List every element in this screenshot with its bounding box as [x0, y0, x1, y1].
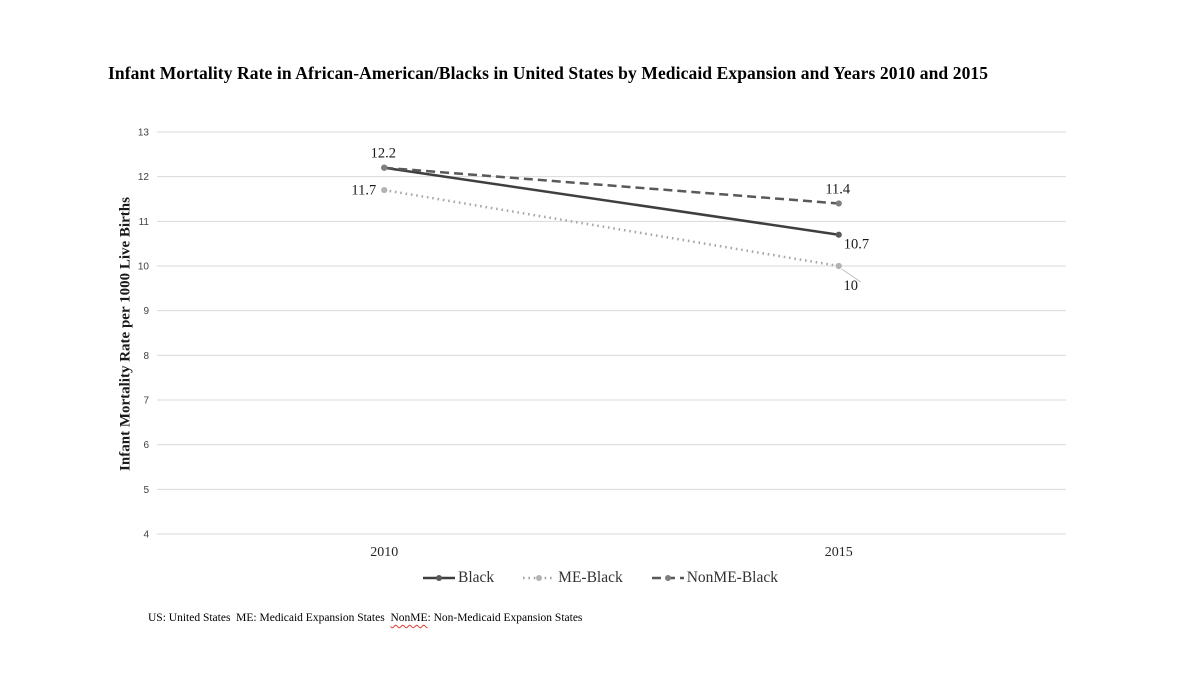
legend-label-nonme-black: NonME-Black: [686, 569, 778, 586]
data-label-leader-line: [841, 268, 862, 283]
footnote-part2: : Non-Medicaid Expansion States: [427, 612, 583, 624]
x-axis-label: 2010: [370, 545, 398, 560]
y-tick-label: 8: [143, 351, 149, 362]
legend-line-sample-black: [423, 575, 455, 581]
legend-item-me-black: ME-Black: [522, 569, 623, 587]
data-point-marker-nonme-black: [381, 164, 388, 171]
data-point-marker-me-black: [835, 262, 842, 270]
legend-line-sample-me-black: [523, 575, 556, 581]
y-tick-label: 4: [143, 530, 149, 541]
y-tick-label: 13: [138, 128, 150, 139]
series-line-nonme-black: [384, 166, 839, 205]
legend-marker-icon: [436, 575, 442, 581]
legend-marker-icon: [664, 575, 671, 581]
data-label-black: 10.7: [844, 237, 869, 253]
y-tick-label: 12: [138, 172, 150, 183]
y-tick-label: 7: [143, 396, 149, 407]
y-tick-label: 6: [143, 440, 149, 451]
legend-line-sample-nonme-black: [651, 575, 684, 581]
chart-title: Infant Mortality Rate in African-America…: [108, 63, 989, 83]
legend-item-black: Black: [422, 569, 494, 587]
y-tick-label: 11: [139, 217, 150, 228]
y-tick-label: 5: [143, 485, 149, 496]
series-line-me-black: [384, 188, 839, 268]
chart-legend: Black ME-Black NonME-Black: [0, 569, 1200, 587]
data-label-me-black: 11.7: [351, 183, 376, 199]
data-label-nonme-black: 11.4: [825, 181, 851, 197]
footnote-nonme-spellcheck: NonME: [390, 612, 428, 624]
legend-label-black: Black: [458, 569, 495, 586]
data-point-marker-black: [835, 231, 842, 238]
data-point-marker-nonme-black: [835, 200, 842, 207]
x-axis-label: 2015: [825, 545, 853, 560]
series-line-black: [384, 166, 839, 236]
legend-marker-icon: [536, 575, 543, 581]
y-tick-label: 10: [138, 262, 150, 273]
data-label-me-black: 10: [844, 278, 859, 294]
y-tick-label: 9: [143, 306, 149, 317]
data-point-marker-me-black: [381, 186, 388, 194]
footnote: US: United States ME: Medicaid Expansion…: [148, 612, 582, 624]
data-label-black: 12.2: [371, 146, 396, 162]
footnote-part1: US: United States ME: Medicaid Expansion…: [148, 612, 391, 624]
legend-item-nonme-black: NonME-Black: [651, 569, 778, 587]
legend-label-me-black: ME-Black: [558, 569, 623, 586]
